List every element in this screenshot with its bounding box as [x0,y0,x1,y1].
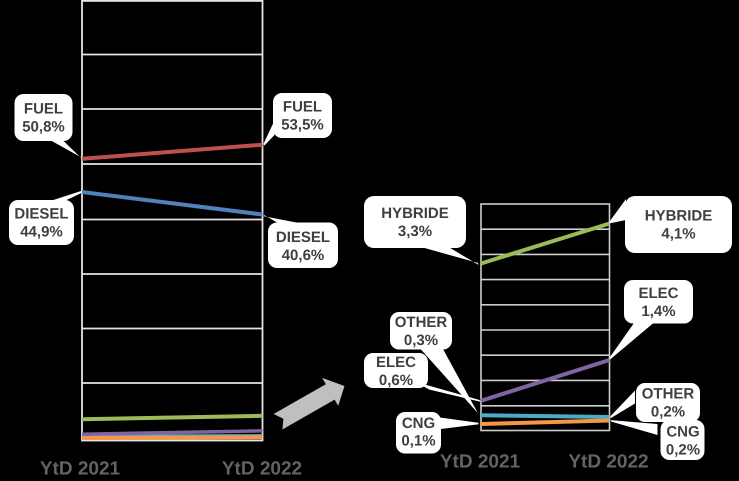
svg-text:0,2%: 0,2% [651,404,685,421]
svg-text:CNG: CNG [666,424,699,441]
svg-text:FUEL: FUEL [24,101,63,118]
svg-text:YtD 2021: YtD 2021 [440,452,521,473]
svg-text:DIESEL: DIESEL [14,206,68,223]
svg-text:DIESEL: DIESEL [276,229,330,246]
svg-text:YtD 2022: YtD 2022 [222,459,302,480]
svg-text:4,1%: 4,1% [661,226,695,243]
svg-text:YtD 2022: YtD 2022 [568,452,648,473]
svg-text:0,1%: 0,1% [401,433,435,450]
svg-text:OTHER: OTHER [395,314,448,331]
svg-text:FUEL: FUEL [283,99,322,116]
svg-text:0,2%: 0,2% [666,442,700,459]
svg-text:0,3%: 0,3% [404,332,438,349]
svg-text:0,6%: 0,6% [379,372,413,389]
svg-text:3,3%: 3,3% [398,223,432,240]
svg-text:44,9%: 44,9% [20,224,63,241]
svg-text:53,5%: 53,5% [281,117,324,134]
svg-text:1,4%: 1,4% [641,303,675,320]
svg-text:40,6%: 40,6% [282,247,325,264]
svg-text:50,8%: 50,8% [22,119,65,136]
svg-text:HYBRIDE: HYBRIDE [645,208,713,225]
svg-text:CNG: CNG [402,415,435,432]
svg-text:OTHER: OTHER [642,386,695,403]
svg-text:ELEC: ELEC [638,285,678,302]
svg-text:YtD 2021: YtD 2021 [40,459,121,480]
svg-text:ELEC: ELEC [376,354,416,371]
svg-text:HYBRIDE: HYBRIDE [381,205,449,222]
